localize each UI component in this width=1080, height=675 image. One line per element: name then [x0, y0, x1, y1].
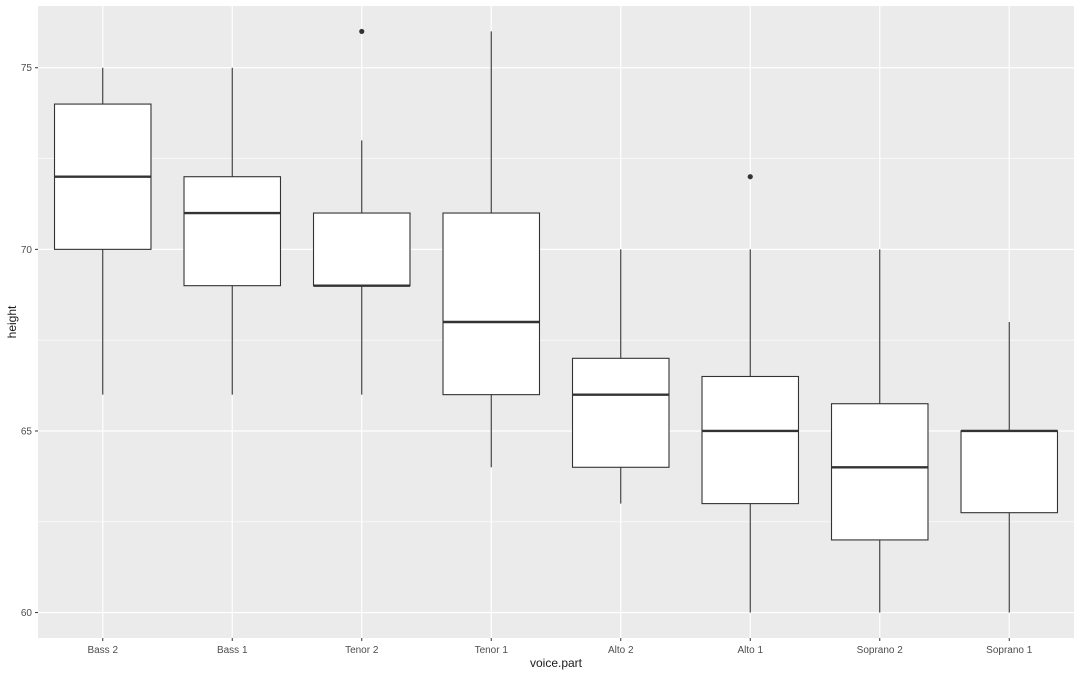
boxes-layer	[53, 28, 1059, 613]
plot-panel	[38, 6, 1074, 638]
outlier-point	[747, 174, 753, 180]
x-axis-title: voice.part	[530, 656, 583, 670]
x-tick-label: Soprano 1	[986, 645, 1033, 656]
box-rect	[442, 212, 541, 396]
box-soprano-1	[960, 322, 1059, 613]
x-tick-label: Alto 1	[737, 645, 763, 656]
y-axis-title: height	[5, 305, 19, 338]
box-rect	[312, 212, 411, 287]
box-tenor-2	[312, 28, 411, 395]
box-alto-1	[701, 174, 800, 613]
x-axis: Bass 2 Bass 1 Tenor 2 Tenor 1 Alto 2 Alto 1 So…	[87, 638, 1033, 656]
y-tick-label: 75	[21, 63, 33, 74]
y-tick-label: 70	[21, 245, 33, 256]
y-axis: 60 65 70 75	[21, 63, 38, 619]
box-bass-1	[183, 67, 282, 395]
x-tick-label: Tenor 2	[345, 645, 379, 656]
outlier-point	[359, 28, 365, 35]
box-tenor-1	[442, 31, 541, 468]
y-tick-label: 65	[21, 426, 33, 437]
box-bass-2	[53, 67, 152, 395]
x-tick-label: Bass 2	[87, 645, 118, 656]
box-rect	[960, 430, 1059, 514]
box-alto-2	[571, 249, 670, 504]
x-tick-label: Alto 2	[608, 645, 634, 656]
box-soprano-2	[830, 249, 929, 613]
x-tick-label: Tenor 1	[475, 645, 509, 656]
box-rect	[571, 357, 670, 468]
box-rect	[701, 375, 800, 505]
y-tick-label: 60	[21, 608, 33, 619]
x-tick-label: Soprano 2	[857, 645, 904, 656]
x-tick-label: Bass 1	[217, 645, 248, 656]
box-rect	[830, 403, 929, 541]
box-rect	[183, 176, 282, 287]
